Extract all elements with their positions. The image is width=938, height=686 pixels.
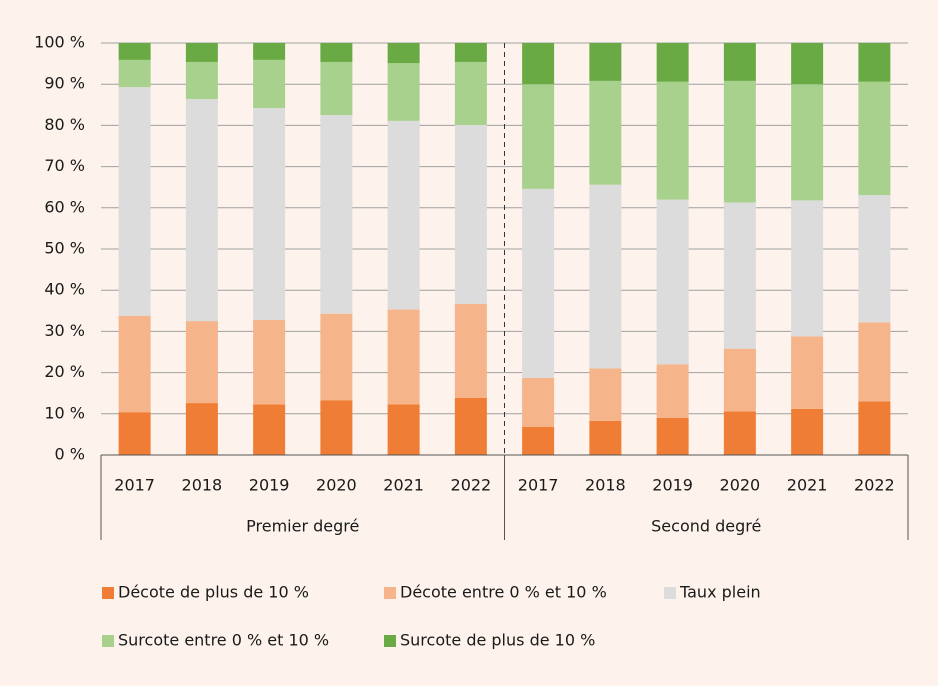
bar-segment <box>320 43 353 62</box>
bar-segment <box>253 108 286 320</box>
y-tick-label: 10 % <box>44 403 85 422</box>
y-tick-label: 50 % <box>44 239 85 258</box>
x-tick-label: 2022 <box>451 476 492 495</box>
bar-segment <box>320 115 353 314</box>
bar-segment <box>185 43 218 62</box>
bar-segment <box>185 403 218 455</box>
y-tick-label: 0 % <box>55 445 85 464</box>
bar-segment <box>253 59 286 109</box>
y-tick-label: 30 % <box>44 321 85 340</box>
bar-segment <box>791 408 824 455</box>
x-tick-label: 2020 <box>316 476 357 495</box>
bar-segment <box>522 377 555 427</box>
bar-segment <box>589 80 622 185</box>
legend-label: Surcote entre 0 % et 10 % <box>118 631 329 650</box>
x-tick-label: 2017 <box>518 476 559 495</box>
bar-segment <box>454 43 487 62</box>
legend-label: Surcote de plus de 10 % <box>400 631 595 650</box>
x-tick-label: 2021 <box>383 476 424 495</box>
bar-segment <box>118 87 151 316</box>
bar-segment <box>723 202 756 349</box>
bar-segment <box>387 63 420 121</box>
bar-segment <box>320 400 353 455</box>
legend-swatch <box>384 587 396 599</box>
bar-segment <box>589 420 622 455</box>
bar-segment <box>656 199 689 365</box>
legend-label: Taux plein <box>679 583 761 602</box>
y-tick-label: 20 % <box>44 362 85 381</box>
x-tick-label: 2018 <box>182 476 223 495</box>
bar-segment <box>185 61 218 100</box>
bar-segment <box>454 124 487 304</box>
bar-segment <box>522 426 555 455</box>
legend-swatch <box>384 635 396 647</box>
bar-segment <box>253 404 286 455</box>
legend-label: Décote de plus de 10 % <box>118 583 309 602</box>
x-tick-label: 2019 <box>249 476 290 495</box>
x-tick-label: 2020 <box>720 476 761 495</box>
bar-segment <box>858 81 891 196</box>
y-tick-label: 90 % <box>44 74 85 93</box>
legend-swatch <box>102 635 114 647</box>
bar-segment <box>656 417 689 455</box>
y-tick-label: 70 % <box>44 156 85 175</box>
bar-segment <box>387 309 420 405</box>
bar-segment <box>656 81 689 200</box>
bar-segment <box>454 303 487 398</box>
bar-segment <box>723 80 756 203</box>
bar-segment <box>858 43 891 82</box>
bar-segment <box>858 322 891 402</box>
bar-segment <box>589 43 622 81</box>
bar-segment <box>791 43 824 85</box>
bar-segment <box>118 43 151 60</box>
group-label: Second degré <box>651 517 761 536</box>
x-tick-label: 2022 <box>854 476 895 495</box>
bar-segment <box>791 336 824 409</box>
bar-segment <box>387 120 420 310</box>
bar-segment <box>589 184 622 369</box>
legend-swatch <box>102 587 114 599</box>
y-tick-label: 80 % <box>44 115 85 134</box>
legend-label: Décote entre 0 % et 10 % <box>400 583 607 602</box>
bar-segment <box>253 43 286 60</box>
y-tick-label: 100 % <box>34 33 85 52</box>
bar-segment <box>723 43 756 81</box>
bar-segment <box>118 315 151 413</box>
bar-segment <box>387 43 420 64</box>
bar-segment <box>723 411 756 455</box>
bar-segment <box>522 43 555 85</box>
bar-segment <box>185 321 218 404</box>
bar-segment <box>118 59 151 88</box>
y-tick-label: 40 % <box>44 280 85 299</box>
bar-segment <box>858 195 891 323</box>
bar-segment <box>320 313 353 401</box>
y-tick-label: 60 % <box>44 197 85 216</box>
bar-segment <box>791 200 824 337</box>
bar-segment <box>253 319 286 405</box>
bar-segment <box>858 401 891 455</box>
bar-segment <box>185 99 218 322</box>
x-tick-label: 2021 <box>787 476 828 495</box>
bar-segment <box>589 368 622 421</box>
group-label: Premier degré <box>246 517 359 536</box>
bar-segment <box>723 348 756 412</box>
x-tick-label: 2018 <box>585 476 626 495</box>
bar-segment <box>656 364 689 418</box>
bar-segment <box>522 84 555 189</box>
legend-swatch <box>664 587 676 599</box>
x-tick-label: 2019 <box>652 476 693 495</box>
bar-segment <box>791 84 824 201</box>
bar-segment <box>118 412 151 455</box>
bar-segment <box>522 188 555 378</box>
bar-segment <box>387 404 420 455</box>
bar-segment <box>454 397 487 455</box>
x-tick-label: 2017 <box>114 476 155 495</box>
bar-segment <box>454 61 487 125</box>
bar-segment <box>656 43 689 82</box>
bar-segment <box>320 61 353 116</box>
